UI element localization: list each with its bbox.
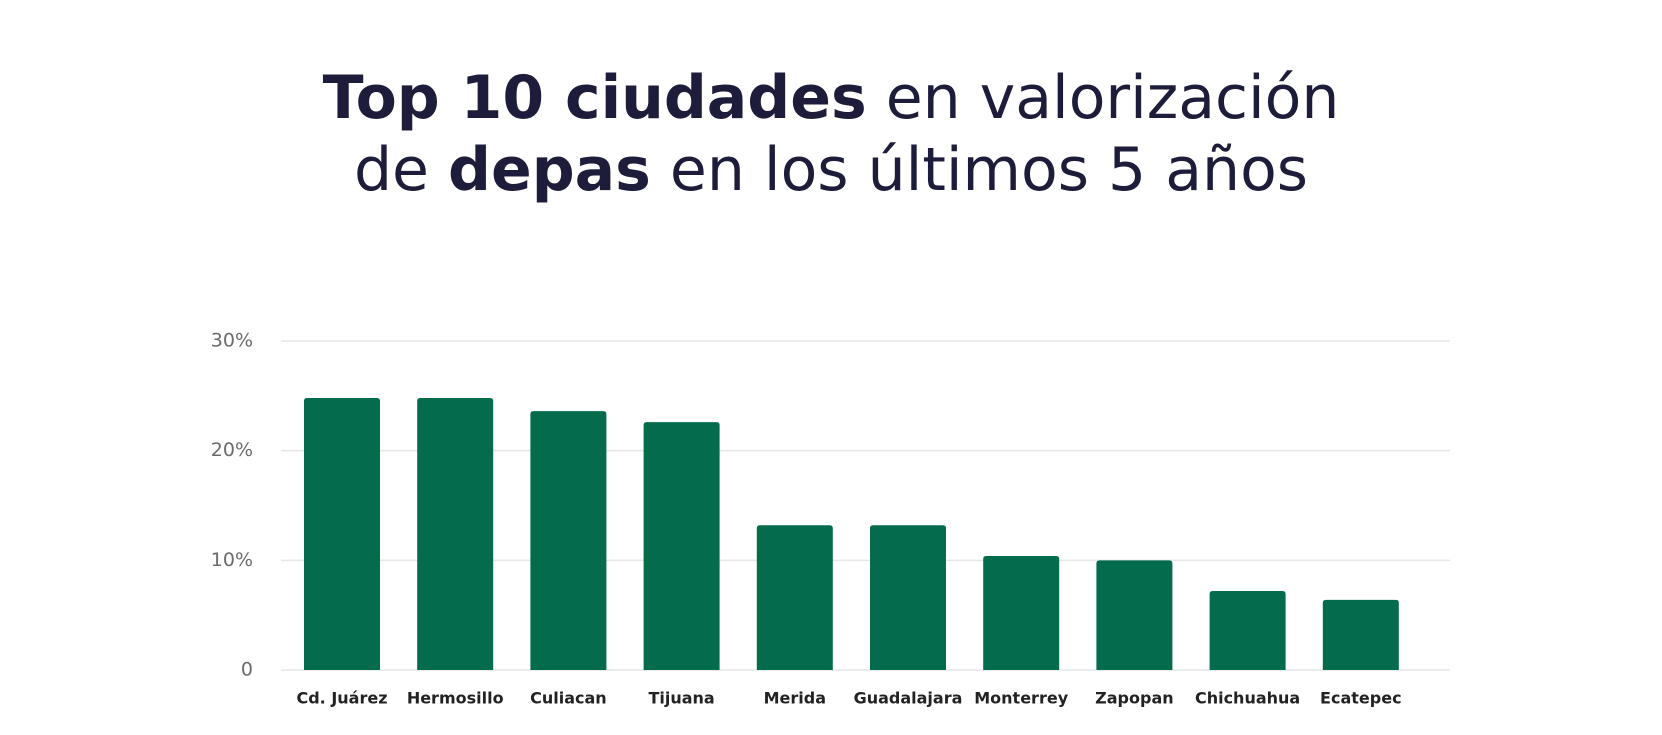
title-segment: en valorización [867, 63, 1340, 133]
x-tick-label: Guadalajara [854, 689, 963, 708]
bar [530, 411, 607, 670]
x-tick-label: Chichuahua [1195, 689, 1300, 708]
bar [643, 422, 720, 670]
x-tick-label: Culiacan [530, 689, 607, 708]
x-tick-label: Ecatepec [1320, 689, 1402, 708]
y-tick-label: 30% [211, 330, 253, 352]
x-tick-label: Zapopan [1095, 689, 1173, 708]
bar [870, 525, 946, 670]
x-tick-label: Cd. Juárez [296, 689, 387, 708]
title-segment: en los últimos 5 años [651, 135, 1308, 205]
bar [1209, 591, 1286, 670]
x-tick-label: Hermosillo [407, 689, 504, 708]
title-segment: depas [448, 135, 651, 205]
y-tick-label: 20% [211, 439, 253, 461]
title-segment: de [354, 135, 448, 205]
chart-title: Top 10 ciudades en valorización [323, 63, 1340, 133]
bar [1322, 599, 1399, 670]
bar [983, 555, 1060, 670]
y-tick-label: 0 [241, 659, 253, 681]
chart-title: de depas en los últimos 5 años [354, 135, 1308, 205]
bar [1096, 560, 1173, 670]
x-tick-label: Tijuana [648, 689, 714, 708]
bar [304, 398, 380, 670]
y-tick-label: 10% [211, 549, 253, 571]
x-tick-label: Monterrey [974, 689, 1068, 708]
bar [756, 525, 833, 670]
x-tick-label: Merida [764, 689, 826, 708]
title-segment: Top 10 ciudades [323, 63, 867, 133]
bar [417, 398, 494, 670]
